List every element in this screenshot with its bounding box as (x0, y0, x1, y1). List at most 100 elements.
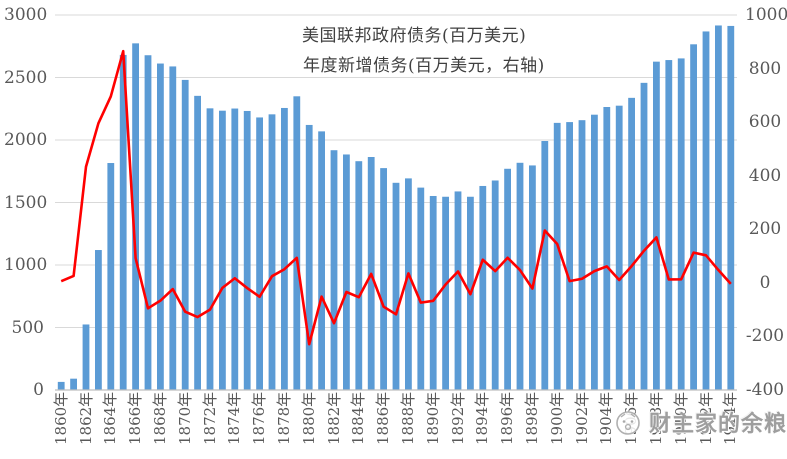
x-tick-label: 1872年 (200, 391, 219, 445)
debt-bar (132, 43, 139, 390)
debt-bar (305, 124, 313, 390)
line-series-swatch (263, 62, 294, 65)
y-left-tick-label: 1500 (4, 192, 48, 213)
debt-bar (194, 95, 201, 390)
debt-bar (256, 117, 263, 390)
debt-bar (268, 114, 276, 391)
debt-bar (529, 165, 536, 390)
debt-bar (107, 163, 115, 390)
debt-bar (504, 168, 511, 390)
debt-bar (82, 324, 90, 390)
y-right-tick-label: 400 (748, 165, 782, 186)
new-debt-line (60, 49, 732, 346)
debt-bar (429, 195, 437, 390)
debt-bar (144, 55, 152, 391)
y-left-tick-label: 500 (11, 317, 44, 338)
legend-item-debt: 美国联邦政府债务(百万美元) (263, 18, 545, 48)
debt-bar (715, 25, 722, 390)
watermark-text: 财主家的余粮 (649, 411, 787, 437)
debt-bar (181, 79, 189, 390)
debt-bar (330, 150, 338, 390)
x-tick-label: 1888年 (398, 391, 417, 445)
debt-bar (442, 196, 449, 390)
debt-bar (119, 54, 127, 391)
debt-bar (95, 250, 102, 390)
x-tick-label: 1894年 (473, 391, 492, 445)
legend-item-new-debt: 年度新增债务(百万美元，右轴) (263, 48, 545, 78)
y-left-tick-label: 2000 (4, 130, 48, 150)
debt-bar (727, 25, 735, 390)
debt-bar (603, 107, 611, 390)
debt-bar (219, 110, 226, 390)
y-right-tick-label: 800 (748, 58, 782, 79)
debt-bar (516, 162, 524, 390)
x-tick-label: 1878年 (274, 391, 293, 445)
x-tick-label: 1892年 (448, 391, 467, 445)
debt-bar (405, 178, 412, 390)
watermark: 财主家的余粮 (614, 406, 787, 438)
x-tick-label: 1898年 (522, 391, 541, 445)
debt-bar (566, 122, 573, 391)
x-tick-label: 1886年 (374, 391, 393, 445)
debt-bar (355, 161, 363, 390)
x-tick-label: 1868年 (150, 391, 169, 445)
x-tick-label: 1882年 (324, 391, 343, 445)
debt-bar (615, 105, 623, 391)
debt-bar (157, 63, 164, 390)
x-tick-label: 1870年 (175, 391, 194, 445)
debt-bar (392, 182, 400, 390)
x-tick-label: 1896年 (498, 391, 517, 445)
y-right-tick-label: 600 (748, 112, 782, 133)
y-right-tick-label: 0 (759, 272, 771, 293)
debt-bar (454, 191, 462, 390)
debt-bar (677, 58, 685, 390)
x-tick-label: 1900年 (547, 391, 566, 445)
x-tick-label: 1860年 (51, 391, 70, 445)
debt-bar (417, 187, 425, 390)
bar-series-swatch (263, 29, 293, 37)
y-left-tick-label: 3000 (4, 5, 48, 25)
debt-bar (231, 108, 239, 390)
x-tick-label: 1874年 (225, 391, 244, 445)
y-right-tick-label: 1000 (745, 5, 787, 25)
x-tick-label: 1876年 (250, 391, 269, 445)
debt-bar (653, 61, 660, 391)
x-tick-label: 1866年 (126, 391, 145, 445)
debt-bar (343, 154, 350, 390)
debt-bar (665, 60, 673, 390)
debt-bar (628, 97, 635, 390)
y-right-tick-label: -400 (745, 380, 785, 400)
debt-bar (591, 114, 598, 390)
debt-bar (479, 185, 487, 390)
y-left-tick-label: 0 (33, 380, 44, 400)
x-tick-label: 1890年 (423, 391, 442, 445)
debt-bar (491, 180, 499, 390)
debt-bar (318, 131, 325, 390)
debt-bar (541, 141, 549, 390)
y-left-tick-label: 2500 (4, 67, 48, 88)
debt-bar (640, 82, 648, 390)
y-left-tick-label: 1000 (4, 255, 48, 275)
x-tick-label: 1904年 (597, 391, 616, 445)
debt-bar (70, 378, 77, 390)
debt-bar (702, 31, 710, 390)
debt-bar (380, 168, 387, 390)
debt-bar (578, 120, 586, 391)
x-tick-label: 1884年 (349, 391, 368, 445)
legend-label-debt: 美国联邦政府债务(百万美元) (302, 25, 527, 46)
debt-bar (169, 66, 177, 390)
x-tick-label: 1902年 (572, 391, 591, 445)
x-tick-label: 1864年 (101, 391, 120, 445)
debt-bar (293, 96, 301, 391)
debt-bar (57, 381, 65, 390)
x-tick-label: 1862年 (76, 391, 95, 445)
debt-bar (243, 110, 251, 391)
debt-bar (206, 108, 214, 391)
legend-label-new-debt: 年度新增债务(百万美元，右轴) (303, 55, 545, 76)
debt-bar (553, 122, 561, 390)
y-right-tick-label: -200 (745, 326, 785, 347)
debt-bar (690, 44, 697, 391)
debt-bar (281, 107, 288, 390)
